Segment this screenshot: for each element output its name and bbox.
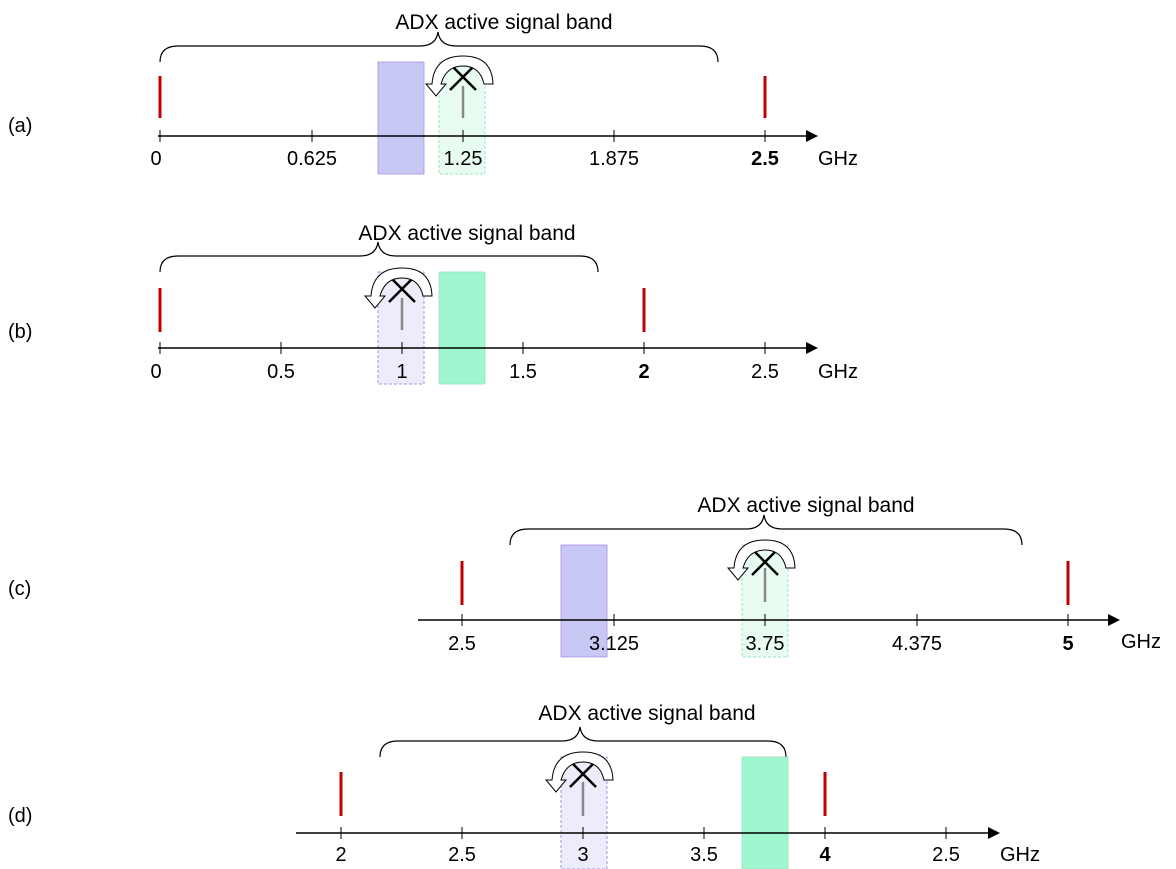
band-label: ADX active signal band [358, 222, 575, 245]
panel-label-c: (c) [8, 578, 31, 600]
panel-d: (d) ADX active signal band 2 2.5 3 3.5 4… [8, 702, 1040, 869]
fold-arrow-icon [726, 539, 796, 581]
tick-label: 2.5 [751, 148, 779, 170]
tick-label: 3.75 [746, 633, 785, 655]
band-brace [379, 726, 787, 758]
green-band [741, 756, 789, 869]
unit-label: GHz [1121, 631, 1161, 653]
unit-label: GHz [1000, 844, 1040, 866]
green-band [438, 271, 486, 385]
panel-label-b: (b) [8, 321, 32, 343]
cross-icon [449, 63, 477, 91]
panel-c: (c) ADX active signal band 2.5 3.125 3.7… [8, 494, 1161, 658]
tick-label: 2 [335, 844, 346, 866]
tick-label: 3 [577, 844, 588, 866]
tick-label: 2.5 [932, 844, 960, 866]
unit-label: GHz [818, 361, 858, 383]
tick-label: 0 [150, 148, 161, 170]
tick-label: 4 [819, 844, 831, 866]
band-brace [159, 31, 719, 63]
tick-label: 2.5 [751, 361, 779, 383]
tick-label: 5 [1062, 633, 1073, 655]
cross-icon [569, 760, 597, 788]
tick-label: 2.5 [448, 844, 476, 866]
tick-label: 1 [396, 361, 407, 383]
band-label: ADX active signal band [538, 702, 755, 725]
panel-a: (a) ADX active signal band 0 0.625 1.25 … [8, 11, 858, 175]
tick-label: 1.875 [589, 148, 639, 170]
band-label: ADX active signal band [395, 11, 612, 34]
tick-label: 4.375 [892, 633, 942, 655]
cross-icon [751, 548, 779, 576]
tick-label: 0.5 [267, 361, 295, 383]
unit-label: GHz [818, 148, 858, 170]
band-brace [159, 241, 599, 273]
tick-label: 0 [150, 361, 161, 383]
tick-label: 1.25 [444, 148, 483, 170]
tick-label: 0.625 [287, 148, 337, 170]
cross-icon [388, 275, 416, 303]
tick-label: 3.5 [690, 844, 718, 866]
blue-band [377, 61, 425, 175]
tick-label: 2.5 [448, 633, 476, 655]
band-label: ADX active signal band [697, 494, 914, 517]
panel-label-a: (a) [8, 115, 32, 137]
panel-b: (b) ADX active signal band 0 0.5 1 1.5 2… [8, 222, 858, 385]
tick-label: 1.5 [509, 361, 537, 383]
tick-label: 3.125 [589, 633, 639, 655]
tick-label: 2 [638, 361, 649, 383]
fold-arrow-icon [544, 751, 614, 793]
blue-band [560, 544, 608, 658]
fold-arrow-icon [424, 55, 494, 97]
fold-arrow-icon [363, 267, 433, 309]
band-brace [509, 514, 1023, 546]
panel-label-d: (d) [8, 805, 32, 827]
